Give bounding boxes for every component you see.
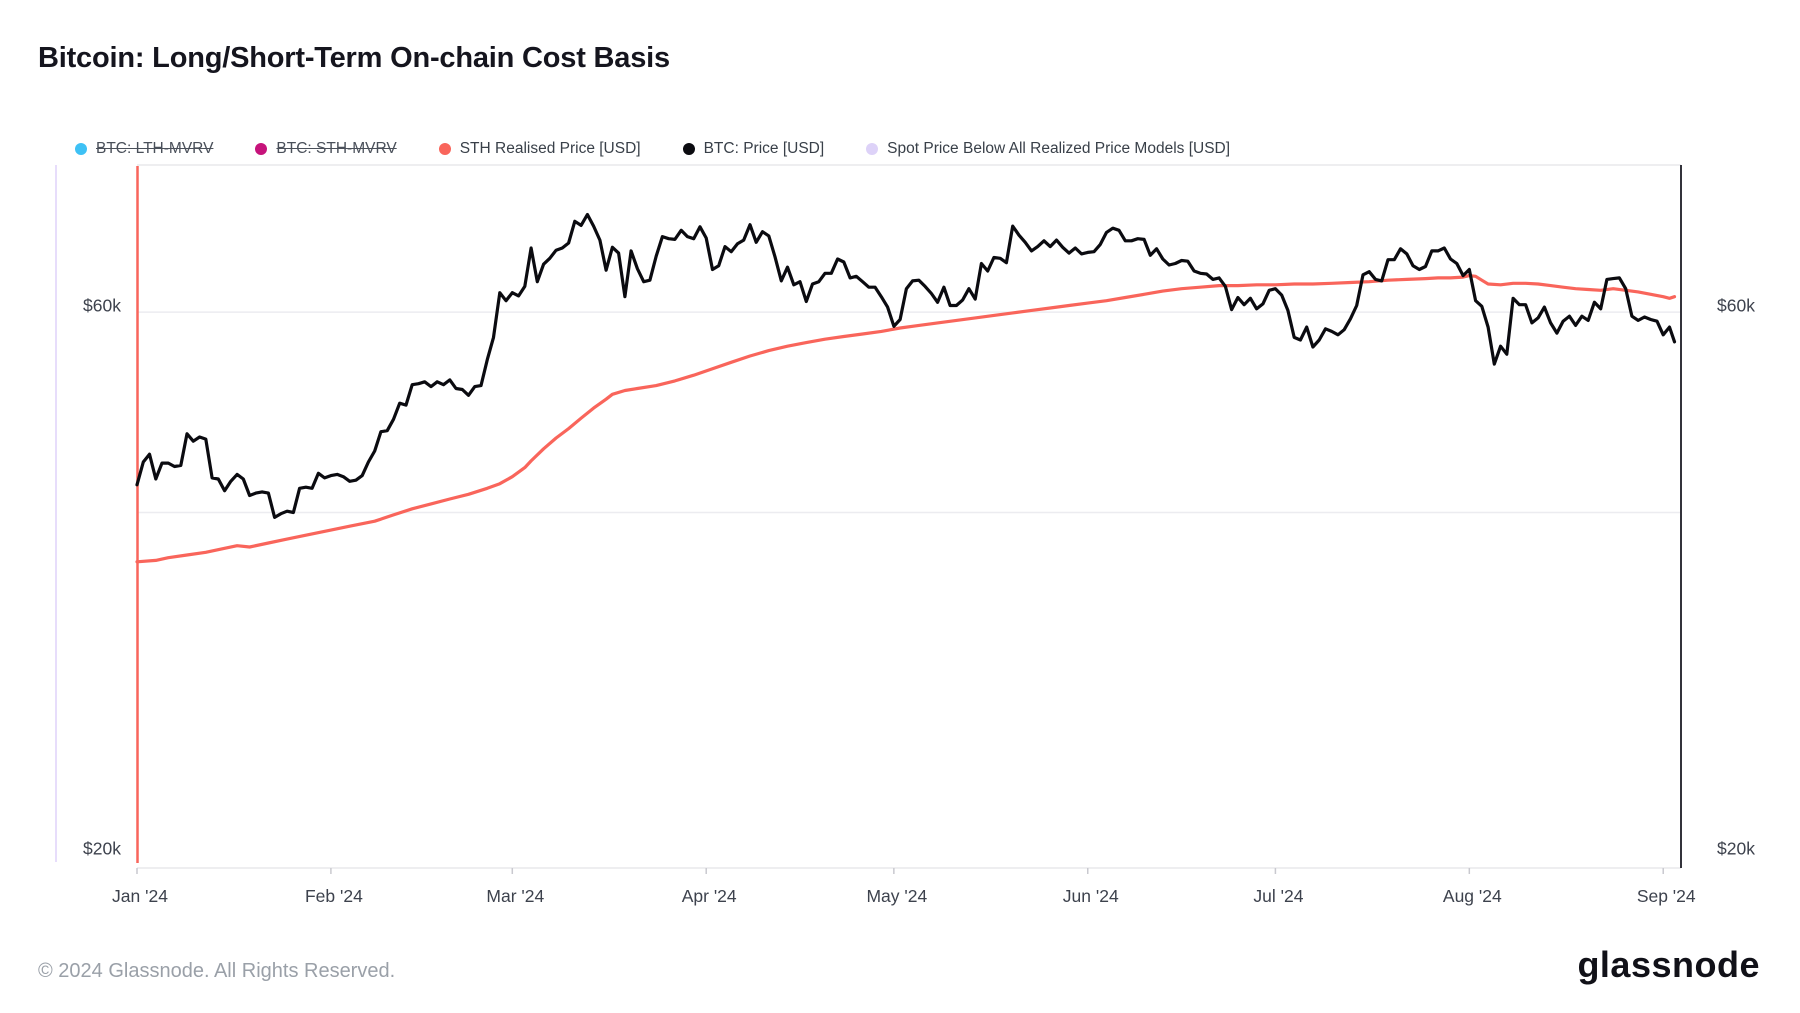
glassnode-logo: glassnode (1577, 944, 1760, 985)
legend-swatch-icon (438, 143, 451, 155)
legend-item-2[interactable]: STH Realised Price [USD] (438, 140, 641, 158)
legend-item-label: BTC: Price [USD] (703, 140, 825, 157)
series-line-sth-realised-price-usd- (135, 274, 1677, 564)
copyright-text: © 2024 Glassnode. All Rights Reserved. (38, 960, 396, 982)
legend-item-label: STH Realised Price [USD] (459, 140, 641, 157)
series-line-btc-price-usd- (135, 212, 1677, 520)
page-title: Bitcoin: Long/Short-Term On-chain Cost B… (38, 42, 670, 74)
y-axis-label-right: $60k (1717, 295, 1755, 316)
x-axis-label: May '24 (866, 886, 928, 906)
x-axis-label: Jun '24 (1062, 886, 1119, 906)
legend-item-0[interactable]: BTC: LTH-MVRV (75, 140, 213, 158)
legend-swatch-icon (682, 143, 695, 155)
y-axis-label-left: $20k (83, 838, 121, 859)
legend-item-3[interactable]: BTC: Price [USD] (682, 140, 825, 158)
legend-item-label: BTC: LTH-MVRV (96, 140, 214, 157)
chart-legend: BTC: LTH-MVRV BTC: STH-MVRV STH Realised P… (75, 140, 1230, 158)
legend-swatch-icon (255, 143, 268, 155)
legend-swatch-icon (75, 143, 87, 155)
x-axis-label: Jan '24 (112, 886, 168, 906)
x-axis-label: Mar '24 (486, 886, 545, 906)
y-axis-label-left: $60k (83, 295, 121, 316)
y-axis-label-right: $20k (1717, 838, 1755, 859)
x-axis-label: Sep '24 (1636, 886, 1696, 906)
legend-item-label: BTC: STH-MVRV (276, 140, 397, 157)
legend-item-4[interactable]: Spot Price Below All Realized Price Mode… (866, 140, 1230, 158)
x-axis-label: Apr '24 (681, 886, 737, 906)
x-axis-label: Aug '24 (1442, 886, 1502, 906)
x-axis-label: Feb '24 (304, 886, 363, 906)
legend-item-1[interactable]: BTC: STH-MVRV (255, 140, 397, 158)
x-axis-label: Jul '24 (1253, 886, 1304, 906)
legend-item-label: Spot Price Below All Realized Price Mode… (887, 140, 1231, 157)
legend-swatch-icon (866, 143, 879, 155)
